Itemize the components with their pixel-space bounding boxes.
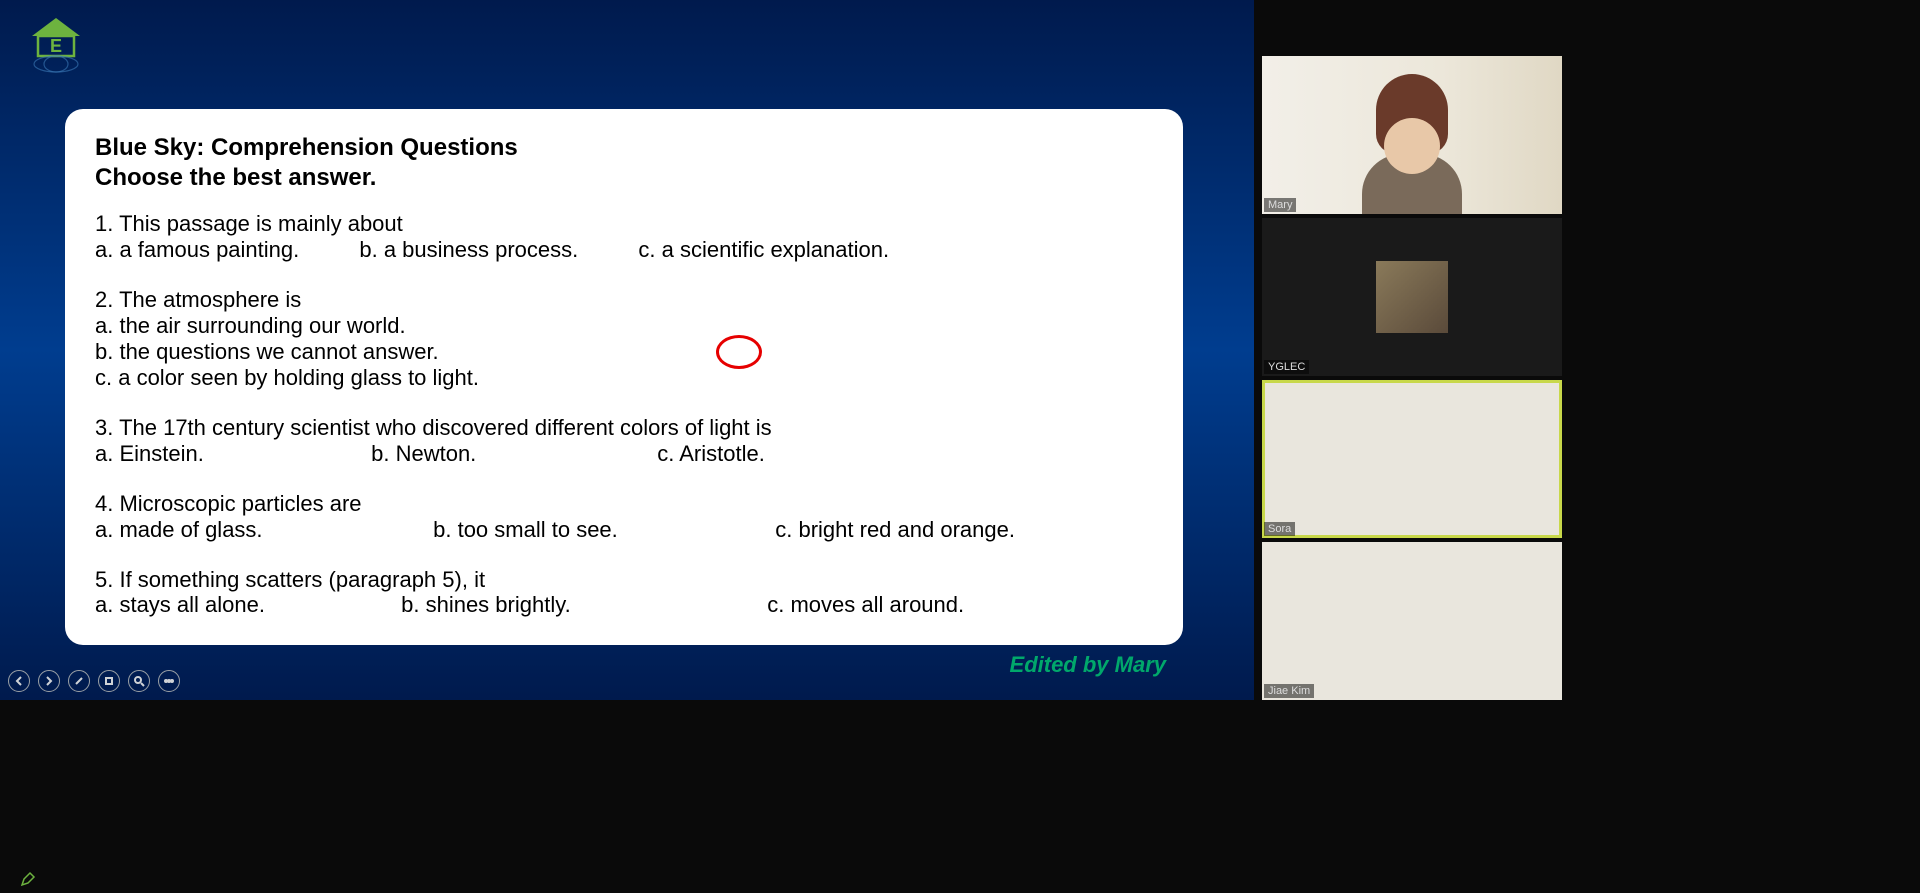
participant-name-label: YGLEC	[1264, 360, 1309, 374]
question-3: 3. The 17th century scientist who discov…	[95, 415, 1153, 467]
slide-body: 1. This passage is mainly about a. a fam…	[95, 211, 1153, 618]
app-root: E Blue Sky: Comprehension Questions Choo…	[0, 0, 1920, 893]
svg-text:E: E	[50, 36, 62, 56]
q5-stem: 5. If something scatters (paragraph 5), …	[95, 567, 1153, 593]
participant-name-label: Jiae Kim	[1264, 684, 1314, 698]
q5-options: a. stays all alone. b. shines brightly. …	[95, 592, 1153, 618]
next-button[interactable]	[38, 670, 60, 692]
slide-title: Blue Sky: Comprehension Questions Choose…	[95, 133, 1153, 193]
q4-opt-b: b. too small to see.	[433, 517, 769, 543]
q1-options: a. a famous painting. b. a business proc…	[95, 237, 1153, 263]
q3-opt-a: a. Einstein.	[95, 441, 365, 467]
question-2: 2. The atmosphere is a. the air surround…	[95, 287, 1153, 391]
annotate-pencil-icon[interactable]	[20, 871, 36, 887]
shared-presentation: E Blue Sky: Comprehension Questions Choo…	[0, 0, 1254, 700]
video-thumbnail	[1376, 261, 1448, 333]
avatar-head	[1384, 118, 1440, 174]
q1-opt-a: a. a famous painting.	[95, 237, 299, 263]
participant-name-label: Mary	[1264, 198, 1296, 212]
q2-stem: 2. The atmosphere is	[95, 287, 1153, 313]
question-1: 1. This passage is mainly about a. a fam…	[95, 211, 1153, 263]
title-line-2: Choose the best answer.	[95, 163, 1153, 193]
q2-opt-b: b. the questions we cannot answer.	[95, 339, 1153, 365]
presentation-toolbar	[8, 670, 180, 692]
q5-opt-b: b. shines brightly.	[401, 592, 761, 618]
pen-button[interactable]	[68, 670, 90, 692]
question-5: 5. If something scatters (paragraph 5), …	[95, 567, 1153, 619]
q5-opt-c: c. moves all around.	[767, 592, 964, 618]
q2-opt-a: a. the air surrounding our world.	[95, 313, 1153, 339]
more-button[interactable]	[158, 670, 180, 692]
q1-stem: 1. This passage is mainly about	[95, 211, 1153, 237]
q1-opt-c: c. a scientific explanation.	[638, 237, 889, 263]
participants-panel: Mary YGLEC Sora Jiae Kim	[1262, 0, 1920, 893]
q3-options: a. Einstein. b. Newton. c. Aristotle.	[95, 441, 1153, 467]
q2-opt-c: c. a color seen by holding glass to ligh…	[95, 365, 1153, 391]
q3-stem: 3. The 17th century scientist who discov…	[95, 415, 1153, 441]
slide-footer: Edited by Mary	[1010, 652, 1166, 678]
participant-tile-yglec[interactable]: YGLEC	[1262, 218, 1562, 376]
q3-opt-b: b. Newton.	[371, 441, 651, 467]
q4-options: a. made of glass. b. too small to see. c…	[95, 517, 1153, 543]
title-line-1: Blue Sky: Comprehension Questions	[95, 133, 1153, 163]
q4-stem: 4. Microscopic particles are	[95, 491, 1153, 517]
copy-button[interactable]	[98, 670, 120, 692]
participant-name-label: Sora	[1264, 522, 1295, 536]
zoom-button[interactable]	[128, 670, 150, 692]
slide-content-card: Blue Sky: Comprehension Questions Choose…	[65, 109, 1183, 645]
participant-tile-jiae[interactable]: Jiae Kim	[1262, 542, 1562, 700]
q4-opt-c: c. bright red and orange.	[775, 517, 1015, 543]
q4-opt-a: a. made of glass.	[95, 517, 427, 543]
participant-tile-mary[interactable]: Mary	[1262, 56, 1562, 214]
brand-logo: E	[24, 18, 88, 74]
participant-tile-sora[interactable]: Sora	[1262, 380, 1562, 538]
question-4: 4. Microscopic particles are a. made of …	[95, 491, 1153, 543]
prev-button[interactable]	[8, 670, 30, 692]
q5-opt-a: a. stays all alone.	[95, 592, 395, 618]
video-placeholder	[1262, 56, 1562, 214]
q3-opt-c: c. Aristotle.	[657, 441, 765, 467]
q1-opt-b: b. a business process.	[359, 237, 578, 263]
